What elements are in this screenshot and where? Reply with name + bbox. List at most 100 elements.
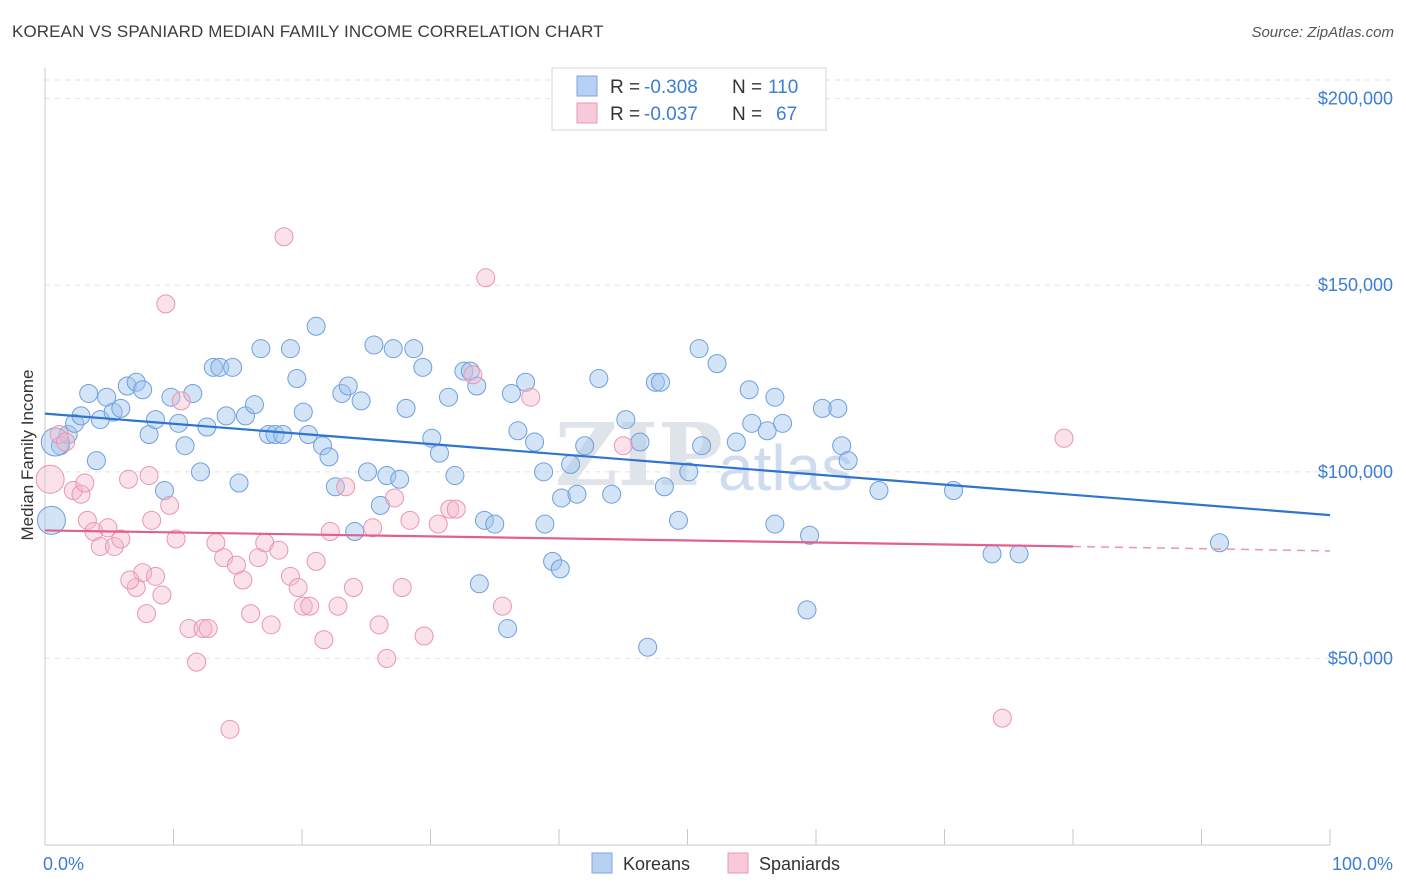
x-tick-labels: 0.0% 100.0% — [43, 854, 1393, 874]
korean-point — [413, 357, 433, 377]
korean-point — [183, 383, 203, 403]
spaniard-point — [463, 365, 483, 385]
spaniard-point — [146, 566, 166, 586]
spaniard-point — [193, 619, 213, 639]
korean-point — [293, 402, 313, 422]
korean-point — [467, 376, 487, 396]
korean-point — [126, 372, 146, 392]
spaniard-point — [220, 719, 240, 739]
korean-point — [630, 432, 650, 452]
spaniard-point — [314, 630, 334, 650]
x-tick-label-end: 100.0% — [1332, 854, 1393, 874]
legend-swatch-spaniards — [576, 102, 598, 124]
spaniard-point — [241, 604, 261, 624]
korean-point — [469, 574, 489, 594]
korean-point — [40, 427, 70, 457]
spaniard-point — [363, 518, 383, 538]
axes — [44, 68, 1331, 846]
korean-point — [602, 484, 622, 504]
legend-bottom: Koreans Spaniards — [591, 852, 840, 874]
spaniard-point — [119, 469, 139, 489]
korean-point — [485, 514, 505, 534]
y-tick-label: $50,000 — [1328, 648, 1393, 668]
korean-point — [111, 398, 131, 418]
spaniard-point — [306, 551, 326, 571]
korean-point — [516, 372, 536, 392]
legend-top: R = -0.308 N = 110 R = -0.037 N = 67 — [551, 67, 827, 131]
korean-point — [679, 462, 699, 482]
spaniard-point — [392, 578, 412, 598]
korean-point — [589, 369, 609, 389]
korean-point — [146, 410, 166, 430]
korean-point — [251, 339, 271, 359]
korean-point — [1009, 544, 1029, 564]
korean-point — [1209, 533, 1229, 553]
spaniard-point — [446, 499, 466, 519]
legend-box — [551, 67, 827, 131]
korean-point — [86, 451, 106, 471]
spaniard-point — [49, 425, 69, 445]
korean-point — [498, 619, 518, 639]
korean-point — [377, 466, 397, 486]
trendline-spaniards-dashed — [1072, 545, 1331, 552]
korean-point — [383, 339, 403, 359]
korean-point — [190, 462, 210, 482]
korean-point — [133, 380, 153, 400]
korean-point — [404, 339, 424, 359]
korean-point — [739, 380, 759, 400]
korean-point — [651, 372, 671, 392]
spaniard-point — [440, 499, 460, 519]
legend-n-label-2: N = — [732, 104, 762, 125]
korean-point — [445, 466, 465, 486]
korean-point — [765, 514, 785, 534]
korean-point — [550, 559, 570, 579]
korean-point — [552, 488, 572, 508]
korean-point — [429, 443, 449, 463]
spaniard-point — [111, 529, 131, 549]
korean-point — [358, 462, 378, 482]
korean-point — [474, 510, 494, 530]
korean-point — [561, 454, 581, 474]
korean-point — [742, 413, 762, 433]
spaniard-point — [187, 652, 207, 672]
korean-point — [800, 525, 820, 545]
spaniard-point — [142, 510, 162, 530]
spaniard-point — [288, 578, 308, 598]
korean-point — [869, 480, 889, 500]
korean-point — [534, 462, 554, 482]
korean-point — [543, 551, 563, 571]
watermark: ZIP atlas — [555, 405, 853, 506]
korean-point — [645, 372, 665, 392]
spaniard-point — [160, 495, 180, 515]
spaniard-point — [328, 596, 348, 616]
korean-point — [390, 469, 410, 489]
korean-point — [65, 413, 85, 433]
series-koreans — [36, 316, 1229, 657]
spaniard-point — [280, 566, 300, 586]
y-axis-title: Median Family Income — [18, 369, 37, 540]
spaniard-point — [269, 540, 289, 560]
korean-point — [669, 510, 689, 530]
spaniard-point — [120, 570, 140, 590]
korean-point — [280, 339, 300, 359]
legend-bottom-label-koreans: Koreans — [623, 854, 690, 874]
korean-point — [223, 357, 243, 377]
spaniard-point — [293, 596, 313, 616]
legend-n-label-1: N = — [732, 77, 762, 98]
legend-n-value-1: 110 — [768, 77, 798, 98]
korean-point — [575, 436, 595, 456]
spaniard-point — [56, 432, 76, 452]
y-tick-label: $100,000 — [1318, 462, 1393, 482]
korean-point — [797, 600, 817, 620]
spaniard-point — [90, 536, 110, 556]
trendline-koreans — [44, 412, 1331, 517]
legend-r-label-1: R = — [610, 77, 640, 98]
korean-point — [396, 398, 416, 418]
korean-point — [508, 421, 528, 441]
korean-point — [313, 436, 333, 456]
y-tick-labels: $50,000 $100,000 $150,000 $200,000 — [1318, 89, 1393, 669]
x-tick-label-start: 0.0% — [43, 854, 84, 874]
spaniard-point — [414, 626, 434, 646]
spaniard-point — [77, 510, 97, 530]
legend-bottom-swatch-spaniards — [727, 852, 749, 874]
